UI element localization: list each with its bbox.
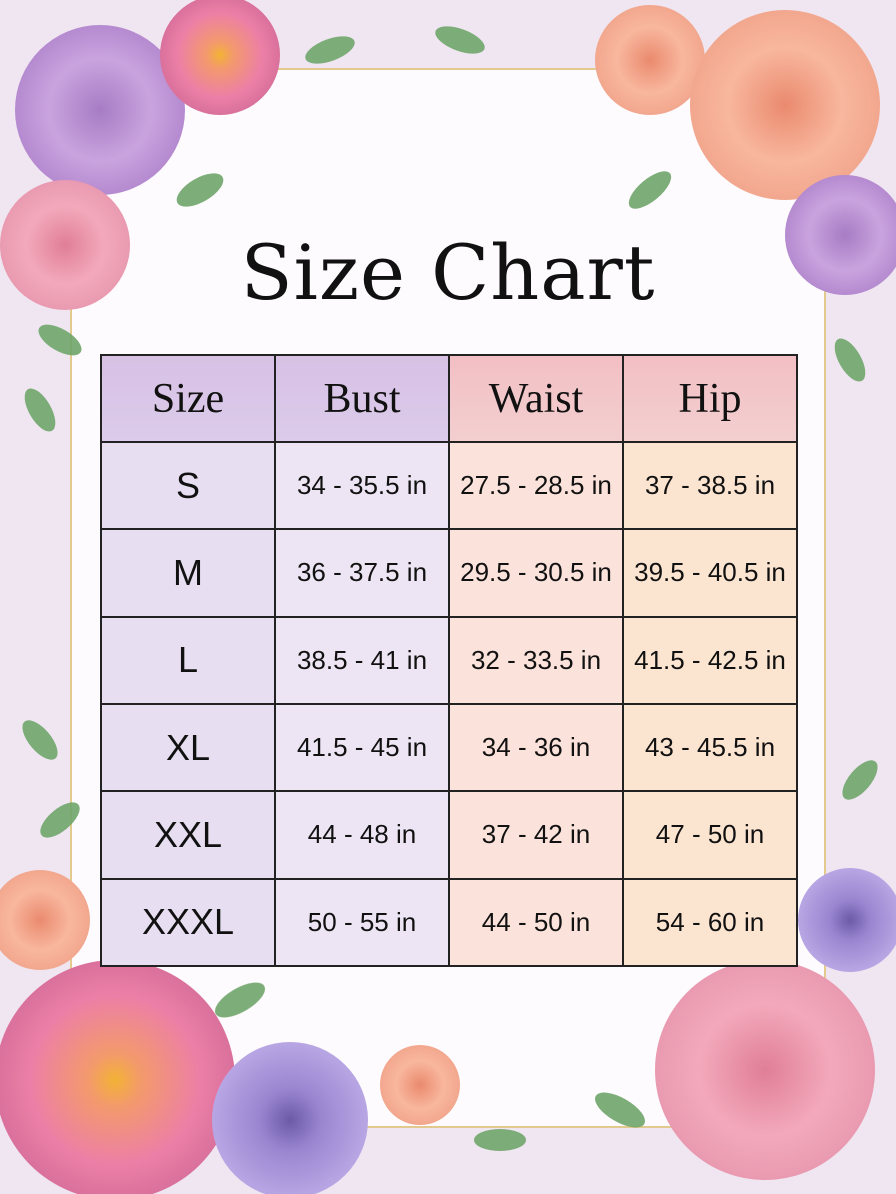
size-cell: XL xyxy=(100,702,276,793)
size-cell: S xyxy=(100,440,276,531)
waist-cell: 32 - 33.5 in xyxy=(448,615,624,705)
header-hip: Hip xyxy=(622,354,798,443)
size-chart-table: Size Bust Waist Hip S 34 - 35.5 in 27.5 - … xyxy=(100,354,798,968)
size-cell: XXXL xyxy=(100,877,276,968)
hip-cell: 41.5 - 42.5 in xyxy=(622,615,798,705)
bust-cell: 44 - 48 in xyxy=(274,790,450,880)
waist-cell: 37 - 42 in xyxy=(448,790,624,880)
table-row: S 34 - 35.5 in 27.5 - 28.5 in 37 - 38.5 in xyxy=(100,440,798,531)
hip-cell: 43 - 45.5 in xyxy=(622,702,798,793)
header-bust: Bust xyxy=(274,354,450,443)
bust-cell: 41.5 - 45 in xyxy=(274,702,450,793)
table-row: M 36 - 37.5 in 29.5 - 30.5 in 39.5 - 40.5 i… xyxy=(100,528,798,618)
waist-cell: 29.5 - 30.5 in xyxy=(448,528,624,618)
hip-cell: 39.5 - 40.5 in xyxy=(622,528,798,618)
waist-cell: 27.5 - 28.5 in xyxy=(448,440,624,531)
header-size: Size xyxy=(100,354,276,443)
waist-cell: 34 - 36 in xyxy=(448,702,624,793)
header-waist: Waist xyxy=(448,354,624,443)
table-row: XXL 44 - 48 in 37 - 42 in 47 - 50 in xyxy=(100,790,798,880)
waist-cell: 44 - 50 in xyxy=(448,877,624,968)
header-row: Size Bust Waist Hip xyxy=(100,354,798,443)
hip-cell: 37 - 38.5 in xyxy=(622,440,798,531)
table-row: XL 41.5 - 45 in 34 - 36 in 43 - 45.5 in xyxy=(100,702,798,793)
bust-cell: 50 - 55 in xyxy=(274,877,450,968)
page-title: Size Chart xyxy=(240,228,656,317)
hip-cell: 54 - 60 in xyxy=(622,877,798,968)
size-cell: L xyxy=(100,615,276,705)
size-cell: XXL xyxy=(100,790,276,880)
table-row: XXXL 50 - 55 in 44 - 50 in 54 - 60 in xyxy=(100,877,798,968)
size-cell: M xyxy=(100,528,276,618)
bust-cell: 38.5 - 41 in xyxy=(274,615,450,705)
bust-cell: 34 - 35.5 in xyxy=(274,440,450,531)
bust-cell: 36 - 37.5 in xyxy=(274,528,450,618)
table-row: L 38.5 - 41 in 32 - 33.5 in 41.5 - 42.5 in xyxy=(100,615,798,705)
hip-cell: 47 - 50 in xyxy=(622,790,798,880)
